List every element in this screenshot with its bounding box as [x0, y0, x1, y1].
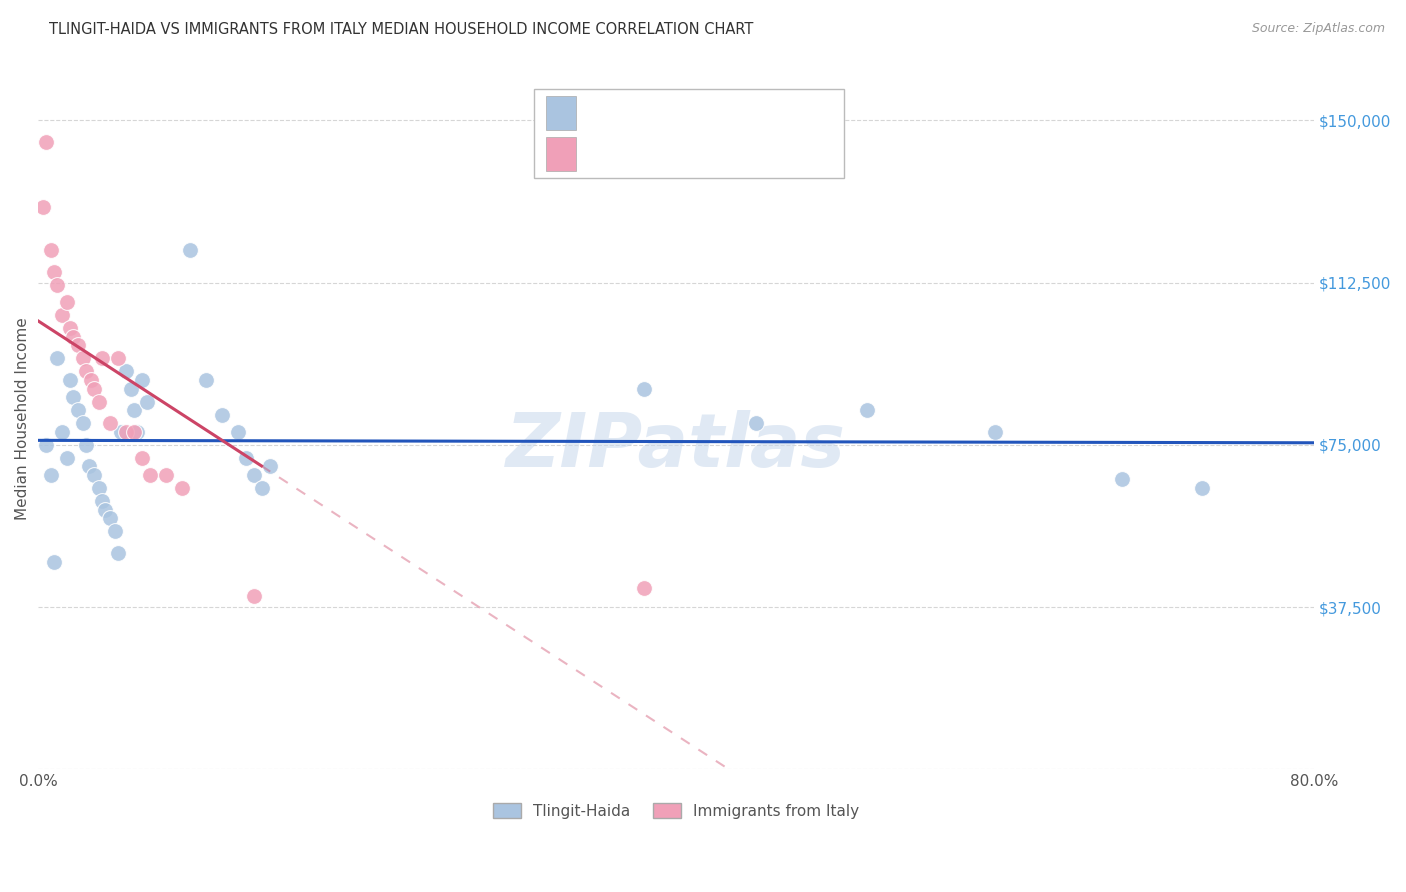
- Point: [67, 403, 90, 417]
- Point: [242, 468, 264, 483]
- Point: [44, 265, 66, 279]
- Text: ZIPatlas: ZIPatlas: [506, 410, 846, 483]
- Text: N =: N =: [703, 143, 751, 161]
- Point: [39, 468, 62, 483]
- Point: [72, 416, 94, 430]
- Point: [242, 589, 264, 603]
- Point: [91, 494, 114, 508]
- Point: [127, 425, 149, 439]
- Point: [984, 425, 1007, 439]
- Point: [32, 200, 55, 214]
- Text: 40: 40: [740, 102, 761, 120]
- Point: [120, 382, 142, 396]
- Point: [115, 425, 138, 439]
- Point: [72, 351, 94, 366]
- Legend: Tlingit-Haida, Immigrants from Italy: Tlingit-Haida, Immigrants from Italy: [486, 797, 865, 825]
- Point: [87, 481, 110, 495]
- Point: [107, 351, 129, 366]
- Point: [94, 502, 117, 516]
- Point: [79, 459, 101, 474]
- Point: [1111, 473, 1133, 487]
- Point: [44, 555, 66, 569]
- Point: [80, 373, 103, 387]
- Point: [155, 468, 177, 483]
- Text: R =: R =: [588, 102, 624, 120]
- Point: [226, 425, 249, 439]
- Point: [110, 425, 132, 439]
- Point: [91, 351, 114, 366]
- Point: [83, 382, 105, 396]
- Point: [104, 524, 127, 539]
- Point: [235, 450, 257, 465]
- Point: [170, 481, 193, 495]
- Point: [46, 277, 69, 292]
- Point: [35, 135, 58, 149]
- Point: [122, 425, 145, 439]
- Point: [59, 373, 82, 387]
- Point: [67, 338, 90, 352]
- Point: [135, 394, 157, 409]
- Point: [59, 321, 82, 335]
- Point: [179, 243, 201, 257]
- Point: [259, 459, 281, 474]
- Point: [39, 243, 62, 257]
- Point: [98, 416, 121, 430]
- Point: [194, 373, 217, 387]
- Text: R =: R =: [588, 143, 624, 161]
- Point: [87, 394, 110, 409]
- Point: [75, 438, 97, 452]
- Point: [51, 308, 73, 322]
- Point: [83, 468, 105, 483]
- Point: [56, 450, 79, 465]
- Point: [139, 468, 162, 483]
- Point: [75, 364, 97, 378]
- Y-axis label: Median Household Income: Median Household Income: [15, 318, 30, 520]
- Point: [107, 546, 129, 560]
- Point: [633, 581, 655, 595]
- Point: [62, 390, 84, 404]
- Point: [633, 382, 655, 396]
- Point: [250, 481, 273, 495]
- Point: [115, 364, 138, 378]
- Text: -0.214: -0.214: [630, 102, 683, 120]
- Text: Source: ZipAtlas.com: Source: ZipAtlas.com: [1251, 22, 1385, 36]
- Point: [56, 295, 79, 310]
- Point: [122, 403, 145, 417]
- Point: [745, 416, 768, 430]
- Point: [98, 511, 121, 525]
- Text: 26: 26: [740, 143, 761, 161]
- Point: [62, 329, 84, 343]
- Point: [131, 373, 153, 387]
- Point: [35, 438, 58, 452]
- Point: [856, 403, 879, 417]
- Text: N =: N =: [703, 102, 751, 120]
- Point: [131, 450, 153, 465]
- Point: [1191, 481, 1213, 495]
- Point: [51, 425, 73, 439]
- Point: [211, 408, 233, 422]
- Text: -0.399: -0.399: [630, 143, 683, 161]
- Point: [46, 351, 69, 366]
- Text: TLINGIT-HAIDA VS IMMIGRANTS FROM ITALY MEDIAN HOUSEHOLD INCOME CORRELATION CHART: TLINGIT-HAIDA VS IMMIGRANTS FROM ITALY M…: [49, 22, 754, 37]
